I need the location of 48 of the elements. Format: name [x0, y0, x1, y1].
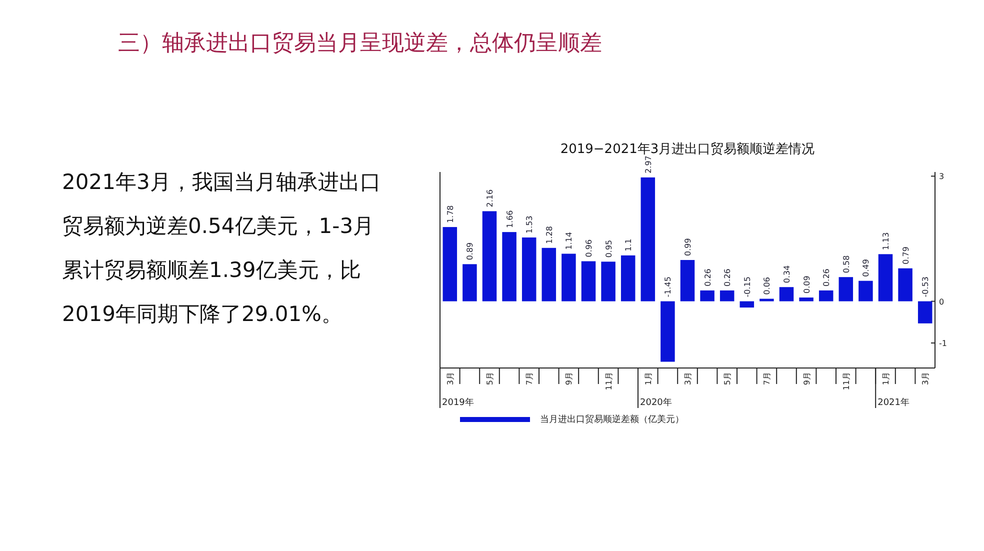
- ytick: 3: [939, 172, 944, 182]
- data-label: 1.14: [564, 232, 574, 250]
- data-label: 0.99: [684, 238, 692, 256]
- data-label: 1.78: [446, 205, 455, 224]
- xtick: 1月: [882, 372, 890, 386]
- data-label: 1.66: [505, 210, 514, 228]
- data-label: 0.49: [862, 259, 871, 277]
- ytick: 0: [939, 297, 944, 306]
- data-label: 0.26: [703, 268, 712, 286]
- data-label: 0.26: [723, 268, 732, 286]
- xtick: 9月: [564, 372, 574, 386]
- data-label: 2.16: [486, 189, 494, 208]
- annotation: 2019年: [442, 398, 474, 408]
- title: 三）轴承进出口贸易当月呈现逆差，总体仍呈顺差: [118, 30, 602, 58]
- xtick: 11月: [604, 372, 614, 390]
- xtick: 5月: [486, 372, 494, 386]
- subtitle: 2019−2021年3月进出口贸易额顺逆差情况: [560, 142, 815, 157]
- data-label: 0.58: [842, 255, 851, 274]
- legend: 当月进出口贸易顺逆差额（亿美元）: [540, 415, 684, 425]
- data-label: 1.13: [882, 232, 890, 250]
- xtick: 5月: [723, 372, 732, 386]
- xtick: 7月: [525, 372, 534, 386]
- xtick: 3月: [684, 372, 692, 386]
- ytick: -1: [939, 338, 947, 348]
- data-label: 1.1: [624, 238, 634, 252]
- xtick: 3月: [921, 372, 930, 386]
- xtick: 3月: [446, 372, 455, 386]
- annotation: 2021年: [878, 398, 910, 408]
- data-label: 0.34: [782, 265, 792, 284]
- xtick: 9月: [802, 372, 812, 386]
- annotation: 2020年: [640, 398, 672, 408]
- data-label: 0.89: [466, 242, 475, 260]
- data-label: 1.28: [544, 226, 554, 244]
- data-label: 0.95: [604, 240, 614, 258]
- data-label: 0.06: [762, 276, 772, 295]
- data-label: 0.09: [802, 276, 812, 294]
- data-label: -1.45: [664, 276, 673, 298]
- data-label: 0.26: [822, 268, 832, 286]
- data-label: 1.53: [525, 216, 534, 234]
- data-label: -0.15: [742, 276, 752, 298]
- data-label: 2.97: [644, 156, 653, 174]
- xtick: 7月: [762, 372, 772, 386]
- xtick: 11月: [842, 372, 851, 390]
- data-label: -0.53: [921, 276, 930, 298]
- data-label: 0.96: [584, 239, 594, 258]
- xtick: 1月: [644, 372, 653, 386]
- annotation: 2021年3月，我国当月轴承进出口贸易额为逆差0.54亿美元，1-3月累计贸易额顺差1.39亿美元，比2019年同期下降了29.01%。: [62, 169, 382, 328]
- data-label: 0.79: [901, 246, 910, 264]
